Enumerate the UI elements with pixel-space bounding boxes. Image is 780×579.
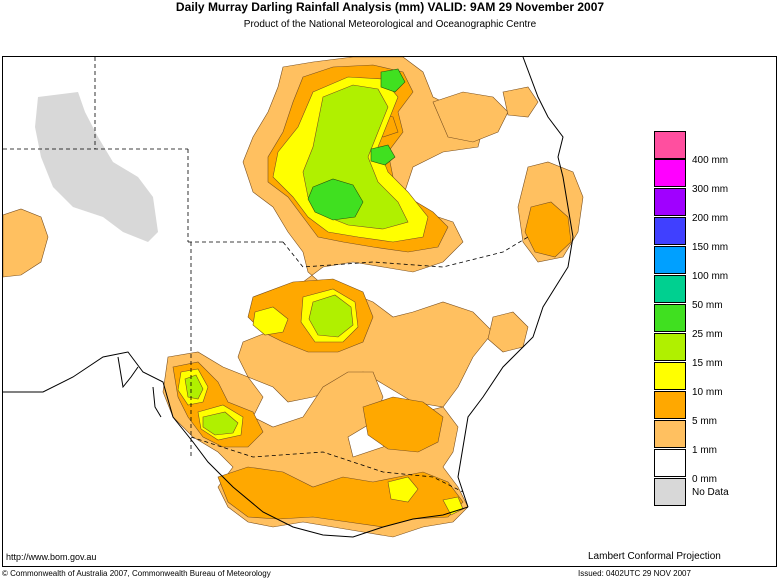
legend-swatch-300mm	[654, 159, 686, 187]
legend-label-150mm: 150 mm	[692, 242, 729, 253]
legend-label-200mm: 200 mm	[692, 213, 729, 224]
border-qld-nsw	[282, 236, 529, 268]
legend-swatch-0mm	[654, 449, 686, 477]
rain-25mm-north-c	[370, 144, 396, 166]
rain-1mm-east-small	[487, 311, 529, 353]
projection-label: Lambert Conformal Projection	[588, 551, 721, 562]
rain-1mm-far-ne	[502, 86, 539, 118]
legend-swatch-10mm	[654, 362, 686, 390]
border-nsw-vic	[190, 436, 464, 493]
legend-swatch-no-data	[654, 478, 686, 506]
st-vincent-gulf	[152, 386, 162, 418]
rain-1mm-west-blob	[3, 208, 49, 278]
map-title: Daily Murray Darling Rainfall Analysis (…	[175, 0, 605, 14]
map-subtitle: Product of the National Meteorological a…	[243, 19, 537, 30]
rain-15mm-sw-a	[184, 374, 204, 400]
legend-label-25mm: 25 mm	[692, 329, 723, 340]
rain-15mm-central	[308, 294, 354, 338]
legend-label-50mm: 50 mm	[692, 300, 723, 311]
legend-swatch-200mm	[654, 188, 686, 216]
legend-label-no-data: No Data	[692, 487, 729, 498]
legend-swatch-25mm	[654, 304, 686, 332]
legend-swatch-15mm	[654, 333, 686, 361]
rain-5mm-east-coast	[524, 201, 572, 258]
legend-label-1mm: 1 mm	[692, 445, 717, 456]
legend-swatch-5mm	[654, 391, 686, 419]
legend-swatch-1mm	[654, 420, 686, 448]
bom-url-link[interactable]: http://www.bom.gov.au	[6, 552, 97, 562]
copyright-notice: © Commonwealth of Australia 2007, Common…	[2, 569, 271, 578]
legend-swatch-100mm	[654, 246, 686, 274]
rain-5mm-south-east	[362, 396, 444, 453]
south-coastline	[3, 351, 469, 538]
legend-swatch-50mm	[654, 275, 686, 303]
legend-label-0mm: 0 mm	[692, 474, 717, 485]
legend-label-15mm: 15 mm	[692, 358, 723, 369]
east-coastline	[457, 57, 574, 508]
legend-label-300mm: 300 mm	[692, 184, 729, 195]
spencer-gulf	[117, 356, 139, 389]
rain-15mm-sw-b	[202, 411, 239, 436]
issued-time: Issued: 0402UTC 29 NOV 2007	[578, 569, 691, 578]
rain-25mm-north-a	[307, 178, 364, 221]
legend-label-400mm: 400 mm	[692, 155, 729, 166]
legend-label-10mm: 10 mm	[692, 387, 723, 398]
rain-10mm-central-b	[252, 306, 289, 336]
rain-25mm-north-b	[380, 68, 406, 93]
legend-swatch-150mm	[654, 217, 686, 245]
rain-1mm-northeast	[432, 91, 509, 143]
no-data-region	[35, 92, 158, 242]
legend-label-100mm: 100 mm	[692, 271, 729, 282]
legend-label-5mm: 5 mm	[692, 416, 717, 427]
rainfall-map-svg	[3, 57, 584, 538]
legend-swatch-400mm	[654, 131, 686, 159]
rainfall-map	[2, 56, 777, 567]
rain-10mm-south-east	[387, 476, 419, 503]
